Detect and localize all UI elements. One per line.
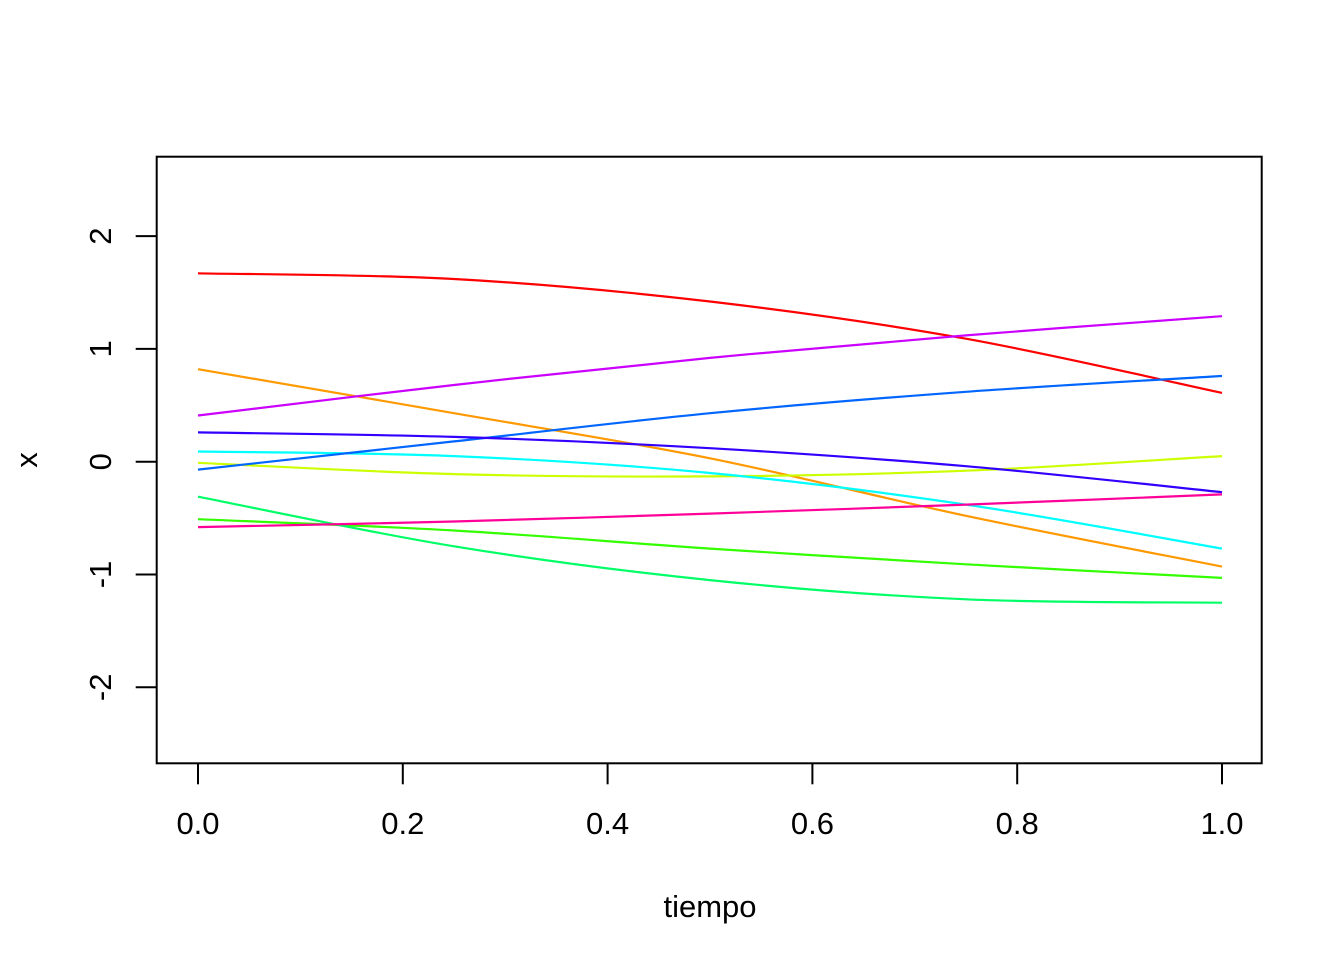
curve-1-red	[197, 272, 1223, 394]
axis-tick-labels: 0.0 0.2 0.4 0.6 0.8 1.0 -2 -1 0 1 2	[83, 227, 1244, 841]
curve-5-springgreen	[197, 495, 1223, 604]
plot-box	[155, 155, 1263, 765]
y-tick-label: 2	[83, 227, 118, 244]
x-tick-label: 0.8	[996, 806, 1039, 841]
curve-2-orange	[197, 368, 1223, 568]
x-tick-label: 0.4	[586, 806, 629, 841]
x-tick-label: 0.2	[381, 806, 424, 841]
curve-8-violet	[197, 431, 1223, 494]
x-tick-label: 0.6	[791, 806, 834, 841]
x-tick-label: 1.0	[1200, 806, 1243, 841]
x-axis-title: tiempo	[663, 889, 756, 924]
curve-4-green	[197, 518, 1223, 579]
curve-10-pink	[197, 493, 1223, 529]
curve-7-azure	[197, 374, 1223, 471]
y-tick-label: -1	[83, 561, 118, 589]
y-axis-title: x	[9, 452, 44, 468]
y-tick-label: 0	[83, 453, 118, 470]
y-tick-label: -2	[83, 674, 118, 702]
series-curves	[197, 272, 1223, 604]
x-tick-label: 0.0	[176, 806, 219, 841]
y-tick-label: 1	[83, 340, 118, 357]
curve-6-cyan	[197, 450, 1223, 550]
axis-ticks	[135, 235, 1223, 785]
curve-3-chartreuse	[197, 455, 1223, 478]
curve-9-magenta	[197, 315, 1223, 417]
